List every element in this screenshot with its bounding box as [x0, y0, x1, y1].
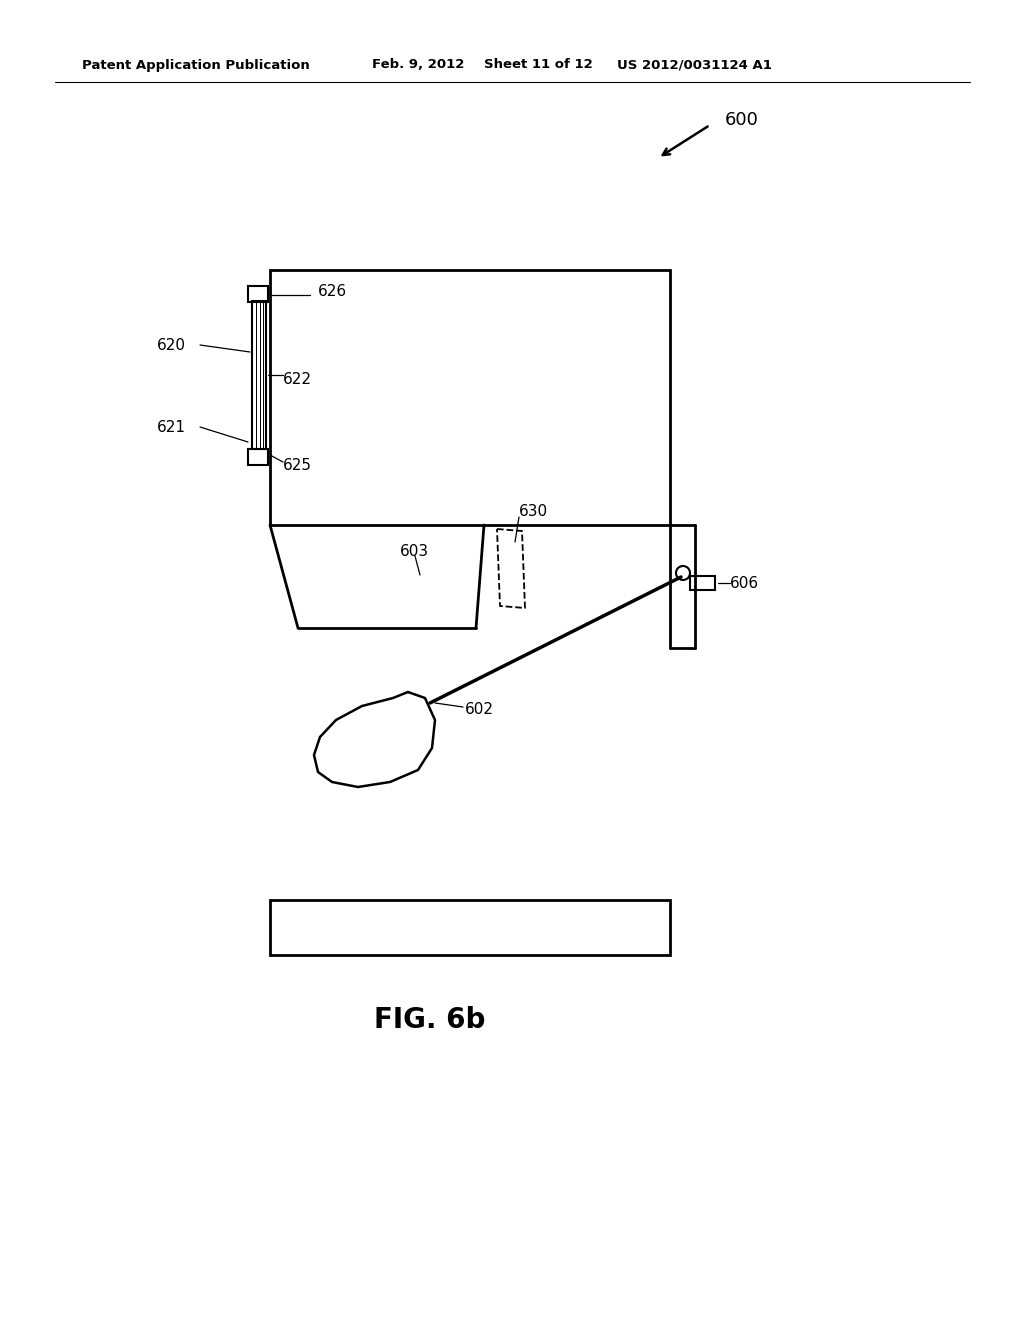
Bar [248, 449, 268, 465]
Bar [270, 900, 670, 954]
Text: US 2012/0031124 A1: US 2012/0031124 A1 [617, 58, 772, 71]
Polygon shape [314, 692, 435, 787]
Text: 620: 620 [157, 338, 186, 352]
Text: FIG. 6b: FIG. 6b [375, 1006, 485, 1034]
Text: 600: 600 [725, 111, 759, 129]
Text: Feb. 9, 2012: Feb. 9, 2012 [372, 58, 464, 71]
Text: 630: 630 [519, 504, 548, 520]
Text: 606: 606 [730, 576, 759, 590]
Text: 603: 603 [400, 544, 429, 560]
Text: 621: 621 [157, 420, 186, 434]
Text: 625: 625 [283, 458, 312, 473]
Bar [252, 301, 266, 449]
Text: 626: 626 [318, 285, 347, 300]
Bar [270, 271, 670, 525]
Text: Patent Application Publication: Patent Application Publication [82, 58, 309, 71]
Bar [690, 576, 715, 590]
Bar [248, 286, 268, 302]
Text: 602: 602 [465, 702, 494, 718]
Text: Sheet 11 of 12: Sheet 11 of 12 [484, 58, 593, 71]
Text: 622: 622 [283, 372, 312, 388]
